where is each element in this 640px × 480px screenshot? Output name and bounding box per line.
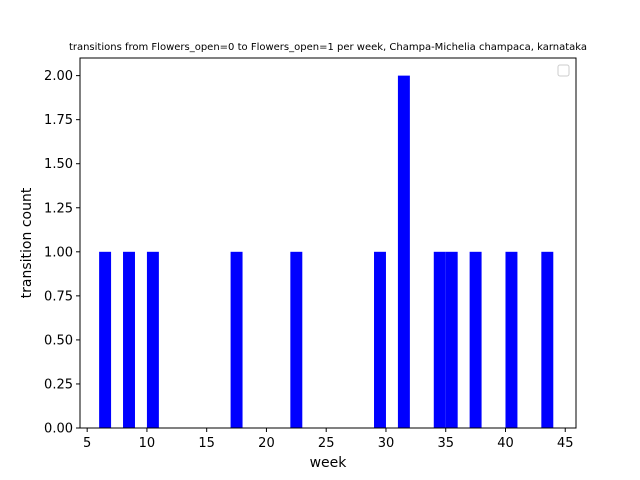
x-tick-label: 40 (497, 436, 514, 451)
bar (469, 251, 482, 428)
bar (445, 251, 458, 428)
bar (433, 251, 446, 428)
y-tick-label: 1.00 (44, 245, 73, 260)
y-tick-label: 0.25 (44, 377, 73, 392)
bar (146, 251, 159, 428)
bars-group (99, 75, 554, 428)
x-tick-label: 30 (378, 436, 395, 451)
x-tick-label: 5 (83, 436, 91, 451)
y-axis-ticks: 0.00 0.25 0.50 0.75 1.00 1.25 1.50 1.75 2.00 (44, 69, 80, 437)
chart-title: transitions from Flowers_open=0 to Flowe… (69, 42, 587, 53)
x-tick-label: 20 (258, 436, 275, 451)
y-tick-label: 1.75 (44, 113, 73, 128)
bar (99, 251, 112, 428)
x-tick-label: 15 (198, 436, 215, 451)
y-tick-label: 2.00 (44, 69, 73, 84)
x-tick-label: 25 (318, 436, 335, 451)
bar (290, 251, 303, 428)
y-tick-label: 0.50 (44, 333, 73, 348)
plot-frame (79, 57, 577, 429)
y-axis-label: transition count (19, 187, 35, 298)
y-tick-label: 1.25 (44, 201, 73, 216)
legend-box (557, 64, 570, 77)
x-tick-label: 45 (557, 436, 574, 451)
bar (505, 251, 518, 428)
y-tick-label: 0.00 (44, 422, 73, 437)
x-tick-label: 10 (139, 436, 156, 451)
x-axis-label: week (310, 455, 348, 471)
y-tick-label: 1.50 (44, 157, 73, 172)
x-tick-label: 35 (437, 436, 454, 451)
bar (541, 251, 554, 428)
y-tick-label: 0.75 (44, 289, 73, 304)
bar (397, 75, 410, 428)
bar (230, 251, 243, 428)
bar (374, 251, 386, 428)
bar (123, 251, 135, 428)
x-axis-ticks: 5 10 15 20 25 30 35 40 45 (83, 428, 574, 451)
